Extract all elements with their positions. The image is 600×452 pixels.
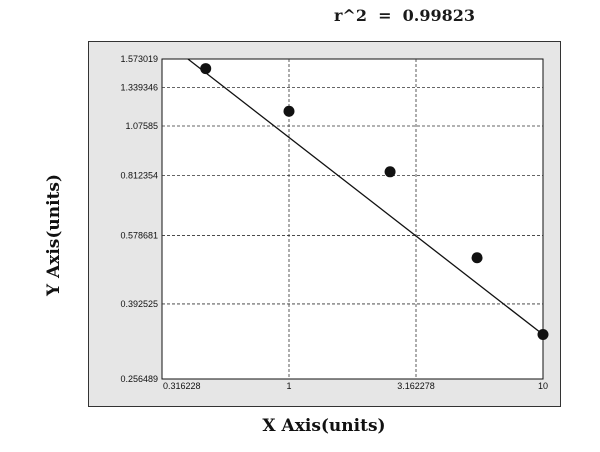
grid-lines [162, 59, 543, 379]
y-tick-label: 0.812354 [120, 171, 158, 181]
data-point [200, 63, 212, 75]
x-axis-label: X Axis(units) [262, 416, 386, 436]
x-tick-label: 1 [286, 381, 291, 391]
r-squared-label: r^2 = 0.99823 [334, 6, 476, 25]
data-point [471, 252, 483, 264]
x-tick-label: 10 [538, 381, 548, 391]
y-tick-label: 1.339346 [120, 82, 158, 92]
data-point [283, 105, 295, 117]
plot-area [161, 58, 544, 380]
x-tick-label: 0.316228 [163, 381, 201, 391]
y-tick-label: 0.392525 [120, 299, 158, 309]
data-point [537, 329, 549, 341]
y-tick-label: 1.07585 [125, 121, 158, 131]
y-tick-label: 0.578681 [120, 230, 158, 240]
fit-line [187, 58, 544, 336]
x-tick-label: 3.162278 [397, 381, 435, 391]
tick-labels: 0.256489 0.392525 0.578681 0.812354 1.07585 1… [120, 54, 548, 391]
fit-line-group [187, 58, 544, 336]
data-points [200, 63, 549, 341]
y-tick-label: 0.256489 [120, 374, 158, 384]
data-point [384, 166, 396, 178]
y-tick-label: 1.573019 [120, 54, 158, 64]
